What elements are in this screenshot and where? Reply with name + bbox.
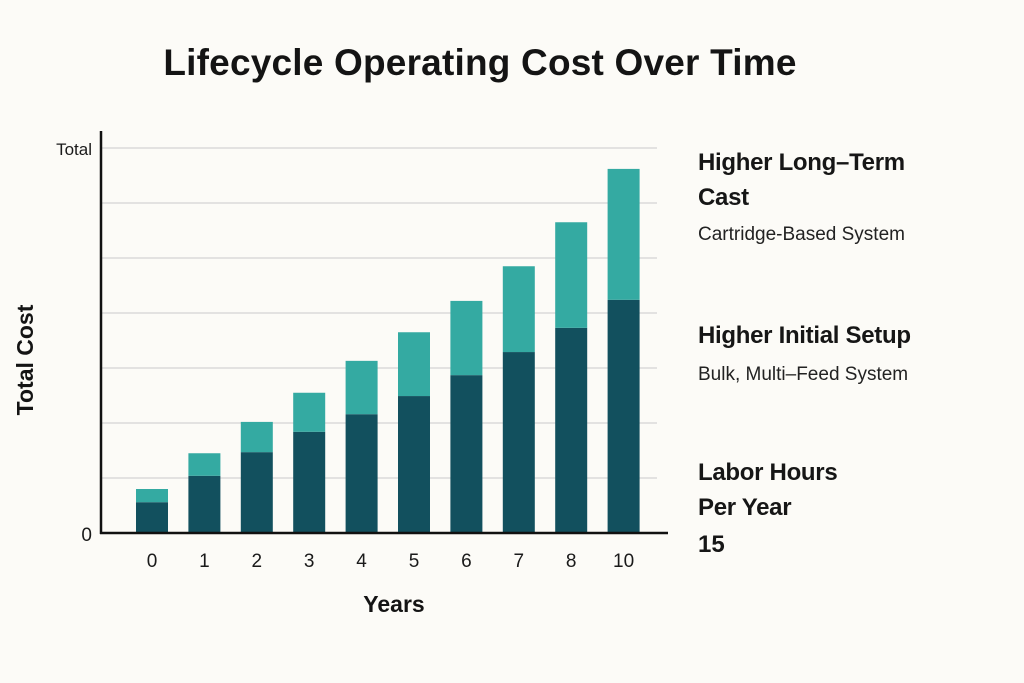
bar-additional-segment [240,421,273,453]
annotation-subtitle: Bulk, Multi–Feed System [698,364,909,385]
bar-additional-segment [607,168,640,300]
bar-base-segment [136,502,168,533]
y-tick-label-top: Total [56,140,92,159]
x-tick-label: 4 [356,551,367,572]
bars [136,168,640,533]
x-tick-labels: 0 1 2 3 4 5 6 7 8 10 [147,551,634,572]
bar-base-segment [450,375,483,533]
x-tick-label: 2 [252,551,263,572]
bar-base-segment [555,327,588,533]
bar-additional-segment [136,489,168,503]
bar-base-segment [607,299,640,533]
heading-line: Higher Long–Term [698,149,905,176]
bar-additional-segment [345,360,378,415]
bar-additional-segment [293,392,326,432]
annotation-long-term-cost: Higher Long–Term Cast Cartridge-Based Sy… [698,145,905,248]
heading-line: Cast [698,184,749,211]
x-tick-label: 0 [147,551,158,572]
bar-base-segment [398,396,430,533]
bar-additional-segment [188,453,221,476]
x-axis-label: Years [363,591,424,617]
annotation-heading: Higher Long–Term Cast [698,145,905,215]
labor-hours-value: 15 [698,531,725,558]
bar-additional-segment [398,332,430,397]
bar-additional-segment [502,266,535,353]
y-axis-label: Total Cost [12,304,38,415]
bar-base-segment [240,452,273,533]
heading-line: Per Year [698,494,792,521]
x-tick-label: 6 [461,551,472,572]
annotation-labor-hours: Labor Hours Per Year 15 [698,455,838,559]
annotation-initial-setup: Higher Initial Setup Bulk, Multi–Feed Sy… [698,318,911,388]
x-tick-label: 5 [409,551,420,572]
heading-line: Labor Hours [698,459,838,486]
bar-base-segment [502,352,535,533]
bar-base-segment [345,414,378,533]
annotation-heading: Higher Initial Setup [698,322,911,349]
x-tick-label: 7 [514,551,525,572]
x-tick-label: 1 [199,551,210,572]
y-tick-label-zero: 0 [81,525,92,546]
bar-base-segment [293,431,326,533]
bar-additional-segment [450,300,483,376]
annotation-heading: Labor Hours Per Year [698,455,838,525]
bar-base-segment [188,475,221,533]
annotation-subtitle: Cartridge-Based System [698,224,905,245]
x-tick-label: 8 [566,551,577,572]
bar-additional-segment [555,222,588,328]
chart-title: Lifecycle Operating Cost Over Time [163,42,797,83]
x-tick-label: 10 [613,551,634,572]
x-tick-label: 3 [304,551,315,572]
